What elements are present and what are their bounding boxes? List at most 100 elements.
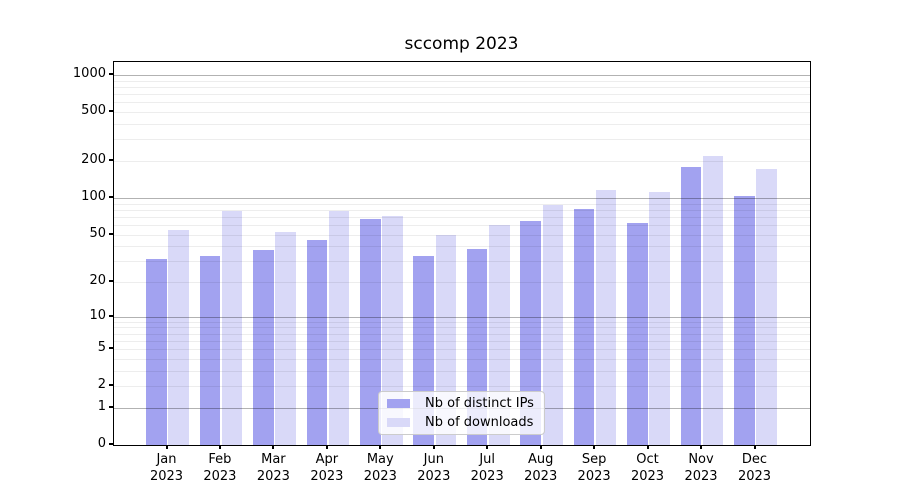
x-tick-label: Jan 2023: [149, 452, 184, 484]
x-tick-label: Oct 2023: [630, 452, 665, 484]
gridline-minor: [114, 203, 810, 205]
x-tick-label: Jun 2023: [417, 452, 451, 484]
y-tick-mark: [109, 443, 113, 445]
gridline-minor: [114, 224, 810, 226]
gridline-minor: [114, 340, 810, 342]
bar-downloads: [542, 205, 563, 445]
x-tick-mark: [432, 445, 435, 449]
bar-distinct-ips: [199, 256, 221, 445]
x-tick-label: Dec 2023: [737, 452, 772, 484]
x-tick-mark: [753, 445, 756, 449]
legend-label-downloads: Nb of downloads: [425, 415, 534, 430]
x-tick-mark: [325, 445, 328, 449]
x-tick-mark: [646, 445, 649, 449]
x-tick-label: Aug 2023: [524, 452, 558, 484]
y-tick-mark: [109, 232, 113, 235]
gridline-minor: [114, 139, 810, 141]
bar-distinct-ips: [306, 240, 328, 445]
y-tick-label: 5: [97, 340, 106, 356]
x-tick-label: Sep 2023: [577, 452, 611, 484]
y-tick-mark: [109, 347, 113, 350]
x-tick-label: Nov 2023: [684, 452, 718, 484]
y-tick-label: 100: [81, 188, 106, 204]
y-tick-label: 2: [97, 377, 106, 393]
bar-downloads: [168, 230, 189, 445]
y-tick-label: 50: [89, 225, 106, 241]
bar-downloads: [221, 211, 243, 445]
gridline-minor: [114, 321, 810, 323]
legend-swatch-downloads: [387, 418, 410, 427]
bar-distinct-ips: [734, 195, 755, 445]
gridline-minor: [114, 349, 810, 351]
bar-downloads: [489, 224, 510, 445]
y-tick-mark: [109, 195, 113, 198]
x-tick-label: Feb 2023: [203, 452, 237, 484]
gridline-major: [114, 316, 810, 318]
y-tick-mark: [109, 314, 113, 317]
y-tick-label: 1: [97, 398, 106, 414]
gridline-minor: [114, 246, 810, 248]
gridline-minor: [114, 161, 810, 162]
gridline-minor: [114, 333, 810, 335]
chart-title: sccomp 2023: [404, 34, 519, 54]
gridline-major: [114, 197, 810, 199]
legend-item-downloads: Nb of downloads: [387, 413, 536, 432]
x-tick-label: Mar 2023: [256, 452, 290, 484]
x-tick-mark: [379, 445, 382, 449]
gridline-minor: [114, 94, 810, 96]
legend-item-distinct-ips: Nb of distinct IPs: [387, 394, 536, 413]
bar-distinct-ips: [360, 219, 381, 445]
bar-downloads: [328, 211, 350, 445]
gridline-minor: [114, 370, 810, 372]
y-tick-mark: [109, 384, 113, 387]
y-tick-mark: [109, 73, 113, 75]
bar-distinct-ips: [573, 209, 595, 445]
bar-downloads: [382, 216, 403, 445]
bar-downloads: [275, 232, 296, 445]
gridline-minor: [114, 87, 810, 88]
bar-distinct-ips: [253, 250, 274, 445]
gridline-minor: [114, 282, 810, 283]
y-tick-mark: [109, 280, 113, 282]
gridline-minor: [114, 80, 810, 82]
bar-distinct-ips: [146, 259, 167, 445]
gridline-minor: [114, 209, 810, 211]
y-tick-mark: [109, 405, 113, 408]
y-tick-label: 0: [97, 436, 106, 451]
gridline-minor: [114, 234, 810, 236]
x-tick-mark: [486, 445, 489, 449]
bar-downloads: [649, 191, 670, 445]
gridline-minor: [114, 358, 810, 360]
legend-label-distinct-ips: Nb of distinct IPs: [425, 396, 534, 411]
gridline-minor: [114, 102, 810, 104]
x-tick-mark: [593, 445, 596, 449]
y-tick-label: 500: [81, 103, 106, 119]
x-tick-mark: [218, 445, 221, 449]
y-tick-label: 10: [89, 307, 106, 323]
x-tick-mark: [539, 445, 542, 449]
y-tick-label: 20: [89, 273, 106, 288]
y-tick-label: 1000: [72, 66, 106, 81]
legend: Nb of distinct IPs Nb of downloads: [378, 391, 545, 435]
x-tick-label: Apr 2023: [310, 452, 344, 484]
x-tick-label: May 2023: [363, 452, 397, 484]
gridline-major: [114, 75, 810, 76]
bar-distinct-ips: [520, 220, 541, 445]
legend-swatch-distinct-ips: [387, 399, 410, 408]
y-tick-label: 200: [81, 152, 106, 167]
x-tick-mark: [165, 445, 168, 449]
y-tick-mark: [109, 159, 113, 161]
gridline-minor: [114, 386, 810, 388]
gridline-minor: [114, 216, 810, 218]
gridline-minor: [114, 327, 810, 329]
x-tick-mark: [272, 445, 275, 449]
bar-distinct-ips: [627, 223, 648, 445]
gridline-minor: [114, 124, 810, 125]
gridline-minor: [114, 261, 810, 263]
bar-downloads: [595, 190, 617, 445]
plot-area: [113, 61, 811, 446]
bar-distinct-ips: [680, 166, 702, 445]
bar-downloads: [756, 168, 777, 445]
x-tick-label: Jul 2023: [470, 452, 504, 484]
